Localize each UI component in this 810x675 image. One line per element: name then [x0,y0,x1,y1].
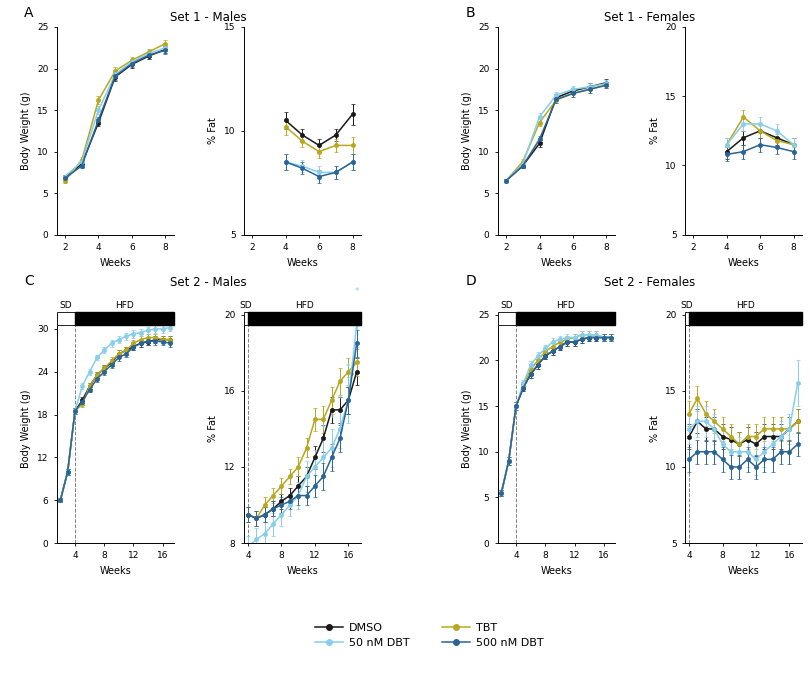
Bar [244,313,248,325]
X-axis label: Weeks: Weeks [727,566,759,576]
Text: *: * [338,395,342,404]
Text: *: * [305,447,309,456]
Text: *: * [358,315,362,324]
X-axis label: Weeks: Weeks [540,566,572,576]
Text: *: * [330,414,334,423]
Text: *: * [355,287,359,296]
Text: HFD: HFD [295,301,313,310]
Text: Set 2 - Males: Set 2 - Males [170,276,247,289]
Bar [516,313,615,325]
Text: *: * [349,373,354,381]
Text: B: B [465,6,475,20]
Text: HFD: HFD [115,301,134,310]
Text: Set 2 - Females: Set 2 - Females [604,276,696,289]
Text: HFD: HFD [736,301,755,310]
Text: SD: SD [59,301,72,310]
Y-axis label: % Fat: % Fat [208,117,219,144]
Text: *: * [346,362,351,372]
Bar [689,313,802,325]
X-axis label: Weeks: Weeks [287,566,318,576]
Text: A: A [24,6,34,20]
X-axis label: Weeks: Weeks [100,258,131,267]
X-axis label: Weeks: Weeks [100,566,131,576]
Y-axis label: % Fat: % Fat [208,415,219,442]
Text: SD: SD [501,301,514,310]
Text: HFD: HFD [556,301,575,310]
Text: Set 1 - Females: Set 1 - Females [604,11,696,24]
Bar [685,313,689,325]
Y-axis label: Body Weight (g): Body Weight (g) [463,389,472,468]
Bar [248,313,361,325]
Text: D: D [465,273,476,288]
Y-axis label: % Fat: % Fat [650,117,659,144]
X-axis label: Weeks: Weeks [540,258,572,267]
Y-axis label: Body Weight (g): Body Weight (g) [463,92,472,170]
Bar [75,313,173,325]
Text: *: * [321,424,326,433]
Text: SD: SD [680,301,693,310]
X-axis label: Weeks: Weeks [727,258,759,267]
Y-axis label: Body Weight (g): Body Weight (g) [21,389,32,468]
Y-axis label: % Fat: % Fat [650,415,659,442]
Bar [497,313,516,325]
X-axis label: Weeks: Weeks [287,258,318,267]
Legend: DMSO, 50 nM DBT, TBT, 500 nM DBT: DMSO, 50 nM DBT, TBT, 500 nM DBT [311,618,548,653]
Y-axis label: Body Weight (g): Body Weight (g) [21,92,32,170]
Bar [57,313,75,325]
Text: SD: SD [240,301,252,310]
Text: Set 1 - Males: Set 1 - Males [170,11,247,24]
Text: C: C [24,273,34,288]
